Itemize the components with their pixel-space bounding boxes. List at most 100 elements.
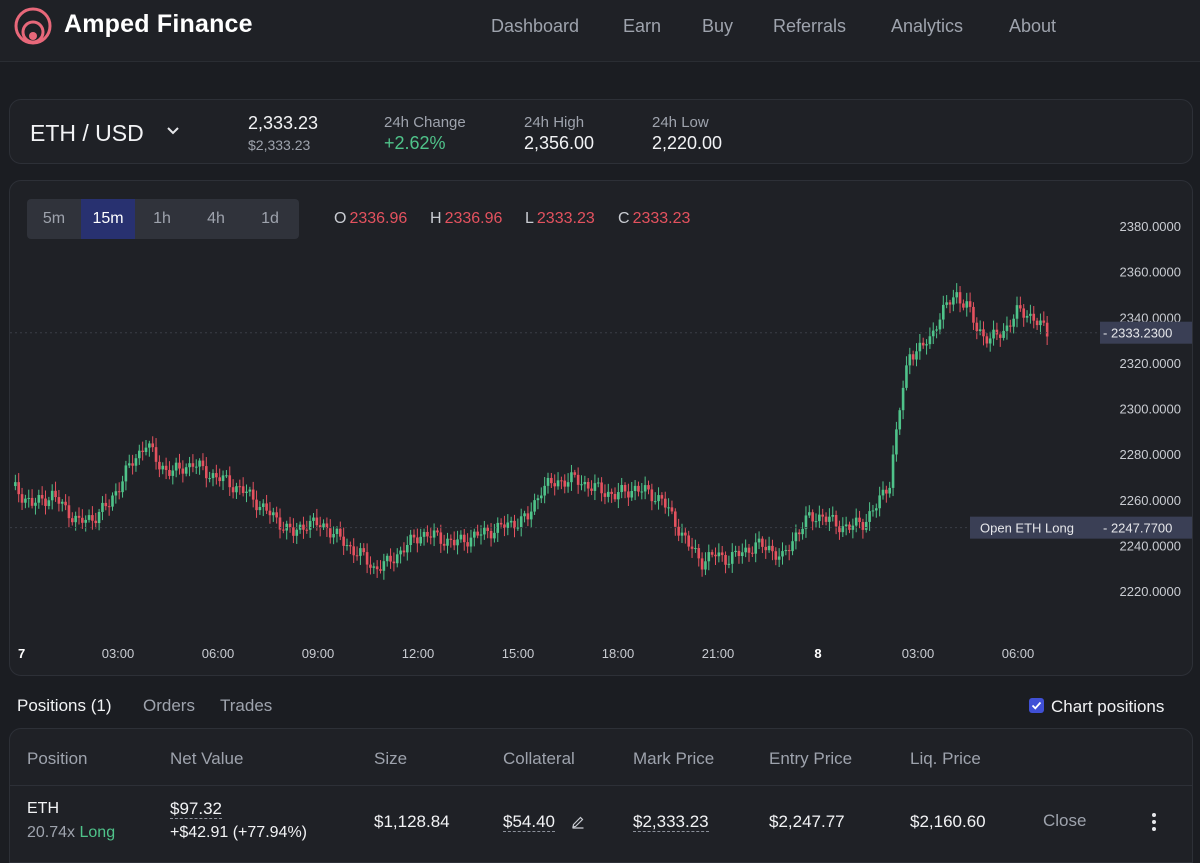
candle-body — [1022, 308, 1025, 318]
candlestick-chart[interactable]: 2380.0000 2360.0000 2340.0000 2320.0000 2300… — [10, 181, 1193, 676]
pair-selector[interactable]: ETH / USD — [30, 120, 144, 146]
candle-body — [325, 523, 329, 529]
chart-positions-checkbox[interactable] — [1029, 698, 1044, 713]
candle-body — [248, 489, 252, 492]
candle-body — [938, 319, 942, 330]
candle-body — [998, 334, 1002, 338]
price-chart-panel[interactable]: 2380.0000 2360.0000 2340.0000 2320.0000 2300… — [9, 180, 1193, 676]
candle-body — [493, 532, 496, 539]
nav-about[interactable]: About — [1009, 16, 1057, 36]
candle-body — [854, 517, 858, 526]
candle-body — [57, 497, 61, 504]
candle-body — [238, 486, 242, 488]
timeframe-4h[interactable]: 4h — [207, 210, 225, 227]
candle-body — [375, 566, 379, 570]
collateral-amount[interactable]: $54.40 — [503, 812, 555, 832]
candle-body — [771, 545, 774, 552]
candle-body — [268, 510, 272, 516]
col-mark-price: Mark Price — [633, 749, 715, 768]
candle-body — [409, 534, 412, 546]
candle-body — [168, 469, 171, 476]
candle-body — [948, 302, 952, 305]
candle-body — [834, 515, 838, 527]
candle-body — [697, 548, 701, 559]
candle-body — [282, 529, 285, 531]
candle-body — [1025, 315, 1029, 318]
ohlc-low: L 2333.23 — [525, 210, 595, 228]
candle-body — [101, 502, 104, 512]
timeframe-1d[interactable]: 1d — [261, 210, 279, 227]
candle-body — [265, 503, 268, 511]
col-collateral: Collateral — [503, 749, 575, 768]
candle-body — [154, 447, 158, 462]
candle-body — [312, 517, 315, 521]
net-value[interactable]: $97.32 — [170, 799, 222, 819]
candle-body — [801, 528, 804, 535]
col-net-value: Net Value — [170, 749, 244, 768]
tab-orders[interactable]: Orders — [143, 696, 195, 715]
candle-body — [734, 550, 737, 553]
candle-body — [144, 447, 148, 453]
candle-body — [684, 532, 687, 536]
candle-body — [935, 329, 938, 331]
liq-price-value: $2,160.60 — [910, 812, 986, 831]
candle-body — [744, 547, 747, 553]
candle-body — [610, 491, 613, 494]
edit-pencil-icon[interactable] — [571, 815, 585, 829]
candle-body — [50, 490, 54, 501]
candle-body — [821, 514, 824, 517]
candle-body — [332, 534, 335, 538]
tab-trades[interactable]: Trades — [220, 696, 273, 715]
mark-price-amount[interactable]: $2,333.23 — [633, 812, 709, 832]
candle-body — [791, 541, 794, 552]
tab-positions[interactable]: Positions (1) — [17, 696, 112, 715]
candle-body — [315, 517, 319, 526]
nav-analytics[interactable]: Analytics — [891, 16, 964, 36]
timeframe-15m[interactable]: 15m — [81, 199, 135, 239]
candle-body — [328, 528, 332, 538]
ohlc-close-value: 2333.23 — [632, 210, 691, 227]
candle-body — [402, 550, 406, 553]
candle-body — [211, 473, 215, 479]
candle-body — [781, 551, 784, 557]
candle-body — [392, 561, 396, 564]
nav-earn[interactable]: Earn — [623, 16, 662, 36]
candle-body — [218, 477, 221, 482]
amped-logo-icon[interactable] — [14, 7, 52, 45]
candle-body — [345, 545, 349, 547]
timeframe-5m[interactable]: 5m — [42, 210, 66, 227]
candle-body — [727, 563, 731, 565]
y-tick-label: 2280.0000 — [1120, 447, 1181, 462]
close-position-button[interactable]: Close — [1043, 811, 1087, 830]
candle-body — [895, 429, 898, 455]
candle-body — [1005, 325, 1009, 331]
more-options-icon[interactable] — [1150, 811, 1158, 833]
ohlc-low-value: 2333.23 — [536, 210, 595, 227]
nav-buy[interactable]: Buy — [702, 16, 734, 36]
nav-dashboard[interactable]: Dashboard — [491, 16, 580, 36]
candle-body — [241, 486, 245, 494]
candle-body — [1002, 330, 1005, 338]
ohlc-open: O 2336.96 — [334, 210, 407, 228]
mark-price-value[interactable]: $2,333.23 — [633, 812, 709, 832]
candle-body — [931, 330, 935, 337]
y-tick-label: 2320.0000 — [1120, 356, 1181, 371]
candle-body — [523, 513, 526, 517]
candle-body — [379, 569, 382, 571]
chart-positions-label[interactable]: Chart positions — [1051, 697, 1165, 716]
candle-body — [439, 532, 443, 544]
candle-body — [724, 555, 727, 565]
ohlc-high-value: 2336.96 — [444, 210, 503, 227]
brand-name[interactable]: Amped Finance — [64, 10, 253, 38]
candle-body — [704, 561, 707, 570]
candle-body — [459, 534, 463, 540]
net-value-amount[interactable]: $97.32 — [170, 799, 222, 819]
nav-referrals[interactable]: Referrals — [773, 16, 847, 36]
collateral-value[interactable]: $54.40 — [503, 812, 555, 832]
candle-body — [881, 489, 885, 496]
candle-body — [476, 531, 479, 536]
chevron-down-icon[interactable] — [166, 124, 180, 138]
y-tick-label: 2380.0000 — [1120, 219, 1181, 234]
timeframe-1h[interactable]: 1h — [153, 210, 171, 227]
candle-body — [875, 508, 878, 511]
